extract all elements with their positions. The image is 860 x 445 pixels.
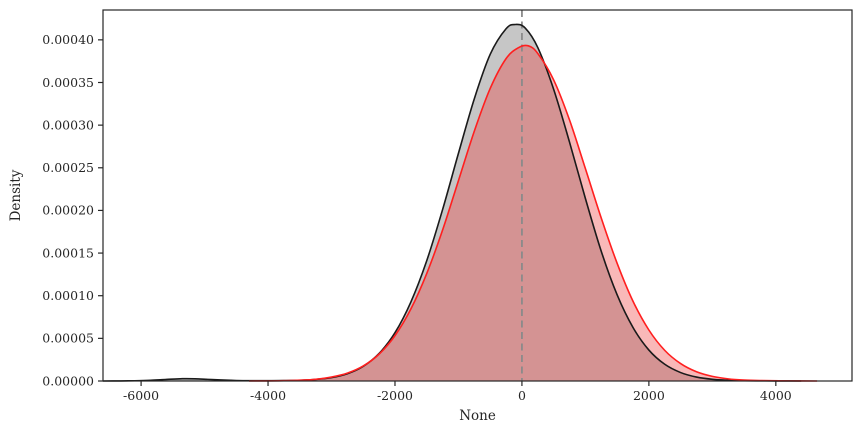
x-tick-label: -2000 (377, 388, 413, 403)
y-tick-label: 0.00000 (42, 373, 94, 388)
x-tick-label: -6000 (123, 388, 159, 403)
y-axis-label: Density (8, 169, 24, 221)
distribution-red-area (248, 45, 818, 381)
x-tick-label: 0 (518, 388, 526, 403)
x-tick-label: 4000 (760, 388, 792, 403)
x-tick-label: -4000 (250, 388, 286, 403)
distribution-red-line (248, 44, 818, 382)
y-tick-label: 0.00020 (42, 203, 94, 218)
y-tick-label: 0.00010 (42, 288, 94, 303)
y-tick-label: 0.00005 (42, 331, 94, 346)
distribution-black-line (102, 23, 802, 382)
x-tick-label: 2000 (633, 388, 665, 403)
y-tick-label: 0.00015 (42, 245, 94, 260)
x-axis-label: None (459, 408, 496, 424)
plot-border (102, 9, 853, 382)
y-tick-label: 0.00035 (42, 75, 94, 90)
y-tick-label: 0.00025 (42, 160, 94, 175)
y-tick-label: 0.00040 (42, 32, 94, 47)
y-tick-label: 0.00030 (42, 117, 94, 132)
